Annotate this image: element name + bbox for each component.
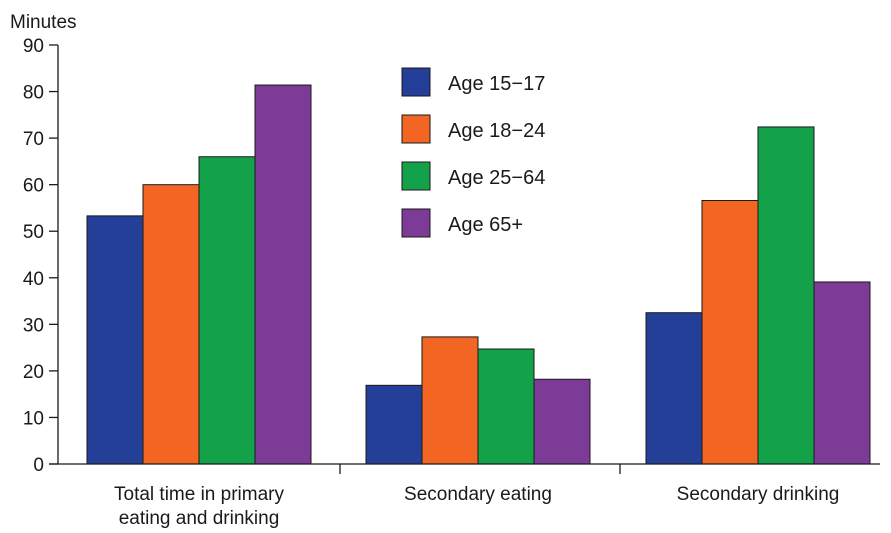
bars-group — [86, 84, 871, 465]
y-axis: 0 10 20 30 40 50 60 70 80 90 — [23, 36, 58, 476]
y-tick-label: 70 — [23, 129, 44, 150]
bar — [198, 156, 256, 465]
legend-label: Age 25−64 — [448, 167, 545, 189]
legend-label: Age 15−17 — [448, 73, 545, 95]
bar — [421, 336, 479, 465]
x-category-label: Secondary eating — [404, 484, 552, 505]
bar — [254, 84, 312, 465]
legend-label: Age 18−24 — [448, 120, 545, 142]
x-category-label: Total time in primary eating and drinking — [114, 484, 284, 529]
legend-swatch — [401, 114, 431, 144]
y-tick-label: 20 — [23, 362, 44, 383]
y-tick-label: 60 — [23, 176, 44, 197]
bar — [645, 312, 703, 465]
y-tick-label: 80 — [23, 83, 44, 104]
legend-label: Age 65+ — [448, 214, 523, 236]
x-category-label: Secondary drinking — [677, 484, 840, 505]
bar — [142, 184, 200, 465]
legend-swatch — [401, 208, 431, 238]
y-axis-unit-label: Minutes — [10, 12, 77, 33]
y-tick-label: 50 — [23, 222, 44, 243]
legend-swatch — [401, 161, 431, 191]
bar — [86, 215, 144, 465]
y-tick-label: 0 — [33, 455, 44, 476]
y-tick-label: 90 — [23, 36, 44, 57]
bar — [477, 348, 535, 465]
bar — [365, 384, 423, 465]
x-axis-labels: Total time in primary eating and drinking… — [114, 484, 839, 529]
legend: Age 15−17 Age 18−24 Age 25−64 Age 65+ — [401, 67, 545, 238]
bar — [757, 126, 815, 465]
bar — [813, 281, 871, 465]
axes — [49, 45, 880, 474]
y-tick-label: 30 — [23, 315, 44, 336]
bar — [533, 378, 591, 465]
y-tick-label: 40 — [23, 269, 44, 290]
y-tick-label: 10 — [23, 408, 44, 429]
legend-swatch — [401, 67, 431, 97]
bar — [701, 199, 759, 465]
